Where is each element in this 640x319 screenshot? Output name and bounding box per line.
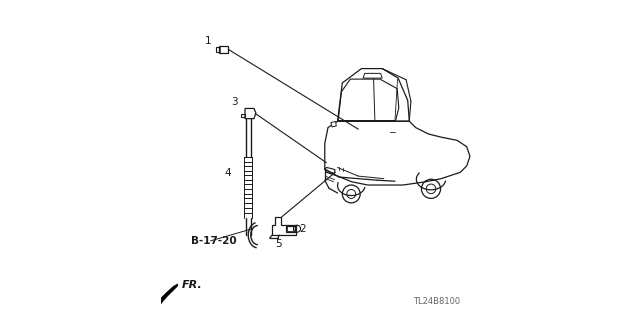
Text: 2: 2 xyxy=(299,224,306,234)
Text: 1: 1 xyxy=(204,36,211,47)
Text: FR.: FR. xyxy=(182,280,203,290)
Text: 4: 4 xyxy=(224,168,231,178)
Polygon shape xyxy=(331,122,336,127)
Polygon shape xyxy=(157,284,178,305)
Text: TL24B8100: TL24B8100 xyxy=(413,297,460,306)
Text: 5: 5 xyxy=(275,239,282,249)
Text: 3: 3 xyxy=(232,97,238,107)
Text: B-17-20: B-17-20 xyxy=(191,236,236,246)
